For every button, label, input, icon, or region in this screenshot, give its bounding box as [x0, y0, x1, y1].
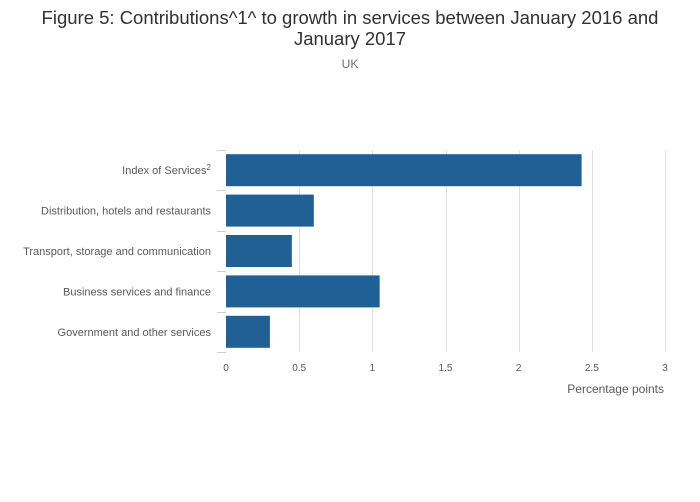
- x-tick-label: 3: [662, 363, 668, 374]
- bar: [226, 154, 582, 187]
- bar: [226, 315, 270, 348]
- x-axis-title: Percentage points: [567, 382, 664, 396]
- category-label: Transport, storage and communication: [23, 246, 211, 258]
- x-tick-label: 2.5: [585, 363, 599, 374]
- x-tick-label: 0: [223, 363, 229, 374]
- bar: [226, 194, 314, 227]
- category-label-text: Distribution, hotels and restaurants: [41, 206, 211, 218]
- bars: [226, 154, 582, 348]
- category-label-text: Transport, storage and communication: [23, 246, 211, 258]
- x-tick-label: 0.5: [292, 363, 306, 374]
- chart-subtitle: UK: [341, 57, 359, 71]
- category-superscript: 2: [207, 163, 212, 172]
- category-label-text: Business services and finance: [63, 286, 211, 298]
- x-tick-label: 1: [370, 363, 376, 374]
- chart-title: Figure 5: Contributions^1^ to growth in …: [41, 7, 659, 49]
- category-label: Distribution, hotels and restaurants: [41, 206, 211, 218]
- bar: [226, 235, 292, 267]
- category-label: Business services and finance: [63, 286, 211, 298]
- category-label: Index of Services2: [122, 163, 211, 177]
- bar: [226, 275, 380, 308]
- x-tick-label: 2: [516, 363, 522, 374]
- x-axis-tick-labels: 0 0.5 1 1.5 2 2.5 3: [223, 363, 668, 374]
- category-label-text: Government and other services: [58, 327, 212, 339]
- category-labels: Index of Services2 Distribution, hotels a…: [23, 163, 211, 339]
- category-label: Government and other services: [58, 327, 212, 339]
- category-label-text: Index of Services: [122, 165, 207, 177]
- y-axis-ticks: [217, 150, 226, 353]
- x-tick-label: 1.5: [439, 363, 453, 374]
